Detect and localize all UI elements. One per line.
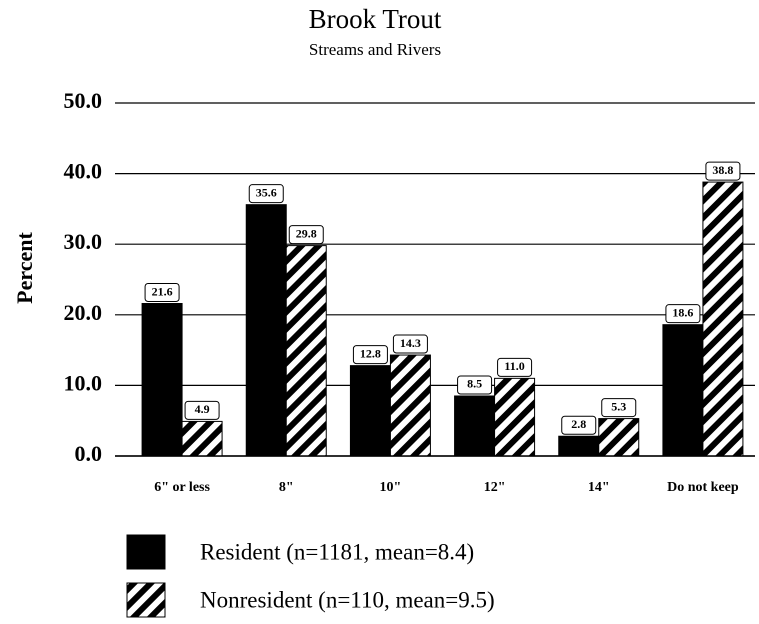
x-tick-label: 6" or less <box>154 480 210 495</box>
value-label-box <box>392 334 428 354</box>
chart-subtitle: Streams and Rivers <box>309 40 441 59</box>
value-label: 35.6 <box>256 185 277 199</box>
legend-label: Nonresident (n=110, mean=9.5) <box>200 587 495 612</box>
bar <box>558 435 600 457</box>
bar <box>662 324 704 457</box>
value-label-box <box>705 161 741 181</box>
value-label: 11.0 <box>504 359 524 373</box>
bar <box>349 365 391 457</box>
value-label-box <box>497 357 533 377</box>
value-label: 2.8 <box>571 417 586 431</box>
x-tick-label: 10" <box>380 480 402 495</box>
bar <box>181 420 223 457</box>
value-label-box <box>184 400 220 420</box>
x-tick-label: 14" <box>588 480 610 495</box>
value-label-box <box>352 345 388 365</box>
bar <box>285 245 327 457</box>
value-label: 18.6 <box>672 305 693 319</box>
y-tick-label: 50.0 <box>64 88 103 113</box>
value-label-box <box>457 375 493 395</box>
x-tick-label: 8" <box>279 480 294 495</box>
value-label: 12.8 <box>360 346 381 360</box>
value-label-box <box>561 415 597 435</box>
legend-swatch <box>126 582 166 618</box>
value-label: 8.5 <box>467 377 482 391</box>
bar <box>141 303 183 457</box>
bar <box>702 181 744 457</box>
chart-title: Brook Trout <box>309 4 442 34</box>
bar <box>245 204 287 457</box>
value-label: 4.9 <box>195 402 210 416</box>
value-label: 14.3 <box>400 336 421 350</box>
value-label-box <box>288 225 324 245</box>
bar <box>454 395 496 457</box>
y-tick-label: 30.0 <box>64 229 103 254</box>
y-tick-label: 10.0 <box>64 370 103 395</box>
bar <box>389 354 431 457</box>
value-label: 5.3 <box>611 399 626 413</box>
bar <box>598 418 640 457</box>
y-tick-label: 0.0 <box>75 441 103 466</box>
value-label: 38.8 <box>712 163 733 177</box>
y-tick-label: 20.0 <box>64 300 103 325</box>
y-tick-label: 40.0 <box>64 159 103 184</box>
value-label-box <box>665 304 701 324</box>
y-axis-label: Percent <box>12 232 37 304</box>
value-label: 29.8 <box>296 226 317 240</box>
legend-label: Resident (n=1181, mean=8.4) <box>200 539 474 564</box>
x-tick-label: 12" <box>484 480 506 495</box>
legend-swatch <box>126 534 166 570</box>
value-label-box <box>248 184 284 204</box>
bar <box>494 377 536 457</box>
x-tick-label: Do not keep <box>667 480 739 495</box>
value-label: 21.6 <box>152 284 173 298</box>
value-label-box <box>144 283 180 303</box>
value-label-box <box>601 398 637 418</box>
